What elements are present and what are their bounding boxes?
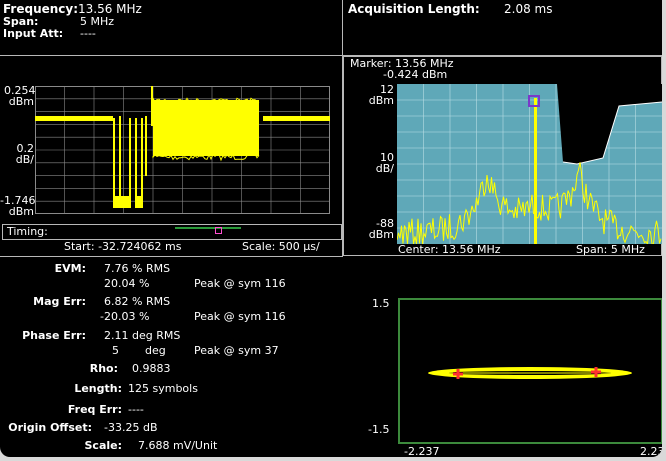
length-label: Length: [74,382,122,395]
header-divider [0,55,662,56]
spectrum-carrier-peak [534,98,537,244]
spectrum-mask-edge [562,101,662,165]
input-att-value: ---- [80,27,96,40]
spectrum-plot [397,84,662,244]
origin-offset-value: -33.25 dB [104,421,158,434]
mag-err-rms: 6.82 % RMS [104,295,171,308]
constellation-y-top: 1.5 [372,297,390,310]
spectrum-top-unit: dBm [368,94,394,107]
spectrum-marker-box [528,95,540,107]
frequency-value: 13.56 MHz [78,2,142,16]
time-trace-pulse [119,116,121,208]
scale-value: 7.688 mV/Unit [138,439,218,452]
phase-err-rms: 2.11 deg RMS [104,329,181,342]
mag-err-peak-at: Peak @ sym 116 [194,310,286,323]
evm-label: EVM: [54,262,86,275]
rho-value: 0.9883 [132,362,171,375]
phase-err-label: Phase Err: [22,329,86,342]
header-vertical-divider [342,0,343,56]
spectrum-bottom-unit: dBm [368,228,394,241]
constellation-y-bottom: -1.5 [368,423,390,436]
time-trace-burst [153,100,259,156]
spectrum-bottom-value: -88 [376,217,394,230]
time-trace-baseline-right [263,116,330,121]
panel-divider [342,56,343,256]
evm-rms: 7.76 % RMS [104,262,171,275]
time-trace-pulse [129,118,131,208]
freq-err-label: Freq Err: [67,403,122,416]
constellation-plot [398,298,662,444]
acquisition-length-label: Acquisition Length: [348,2,480,16]
rho-label: Rho: [89,362,118,375]
phase-err-peak-unit: deg [145,344,166,357]
timing-box: Timing: [2,224,342,240]
length-value: 125 symbols [128,382,198,395]
constellation-frame [398,298,662,444]
time-trace-pulse [145,116,147,176]
time-top-value: 0.254 [4,84,36,97]
time-domain-plot [35,86,330,214]
mag-err-label: Mag Err: [33,295,86,308]
timing-range-bar[interactable] [175,227,241,229]
time-mid-value: 0.2 [16,142,35,155]
spectrum-trace [397,162,662,244]
time-trace-pulse [113,118,115,208]
spectrum-top-value: 12 [380,83,394,96]
evm-peak: 20.04 % [104,277,150,290]
timing-label: Timing: [7,225,48,238]
time-bottom-unit: dBm [8,205,34,218]
time-trace-pulse-floor [135,196,143,208]
time-top-unit: dBm [8,95,34,108]
phase-err-peak: 5 [112,344,119,357]
marker-frequency: Marker: 13.56 MHz [350,57,454,70]
constellation-symbol-point [591,367,601,377]
constellation-x-left: -2.237 [404,445,440,458]
constellation-symbol-point [453,369,463,379]
spectrum-center: Center: 13.56 MHz [398,243,501,256]
time-mid-unit: dB/ [15,153,34,166]
evm-peak-at: Peak @ sym 116 [194,277,286,290]
time-trace-baseline-left [35,116,113,121]
acquisition-length-value: 2.08 ms [504,2,553,16]
frequency-label: Frequency: [3,2,79,16]
time-trace-pulse [135,118,137,208]
marker-level: -0.424 dBm [383,68,448,81]
freq-err-value: ---- [128,403,144,416]
time-trace-burst-top [152,97,260,104]
constellation-x-right: 2.237 [640,445,662,458]
origin-offset-label: Origin Offset: [8,421,92,434]
time-trace-pulse [141,118,143,208]
spectrum-mid-value: 10 [380,151,394,164]
time-trace-pulse-floor [113,196,131,208]
scale-label: Scale: [84,439,123,452]
time-trace-spike [151,86,153,126]
spectrum-mid-unit: dB/ [375,162,394,175]
time-bottom-value: -1.746 [0,194,36,207]
timing-start: Start: -32.724062 ms [64,240,182,253]
span-value: 5 MHz [80,15,115,28]
span-label: Span: [3,15,39,28]
timing-marker[interactable] [215,227,222,234]
mag-err-peak: -20.03 % [100,310,150,323]
phase-err-peak-at: Peak @ sym 37 [194,344,279,357]
metrics-divider [0,256,343,257]
timing-scale: Scale: 500 µs/ [242,240,320,253]
input-att-label: Input Att: [3,27,64,40]
spectrum-span: Span: 5 MHz [576,243,645,256]
time-trace-burst-bottom [152,153,260,162]
